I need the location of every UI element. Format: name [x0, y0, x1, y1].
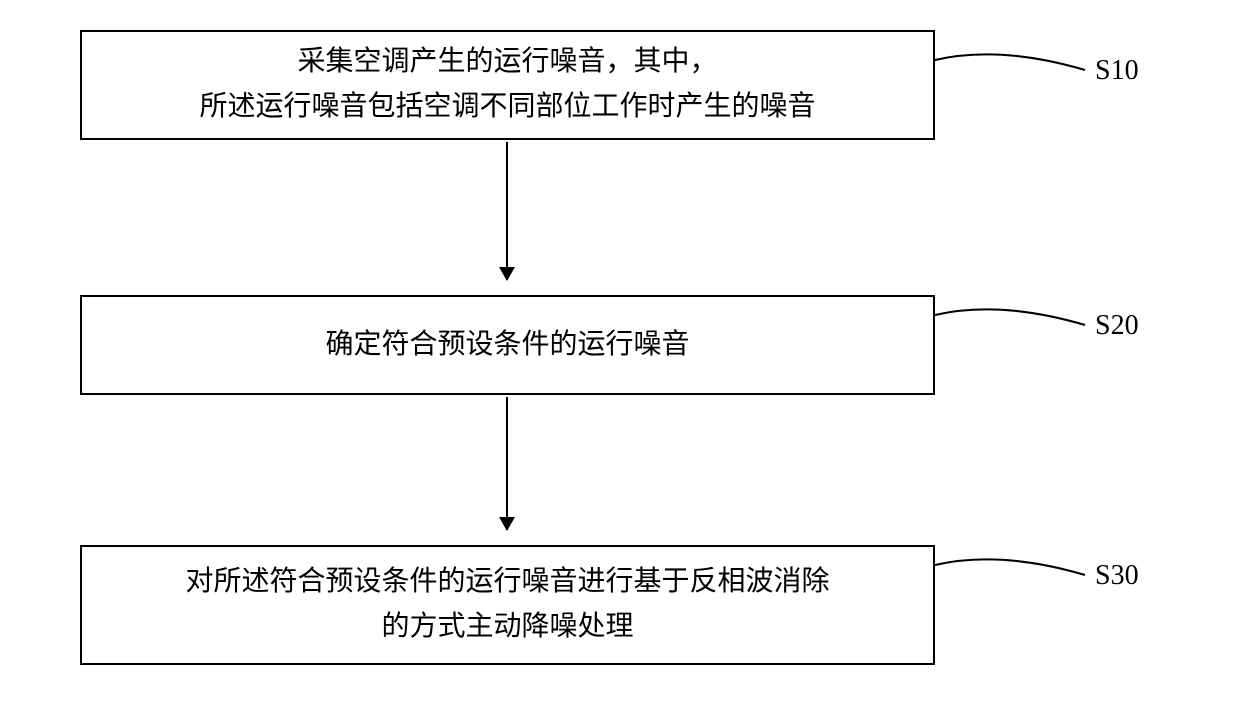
step-text-s30: 对所述符合预设条件的运行噪音进行基于反相波消除 的方式主动降噪处理	[185, 560, 829, 650]
step-text-s20: 确定符合预设条件的运行噪音	[325, 323, 689, 368]
arrow-s10-s20	[506, 142, 508, 280]
flowchart-container: 采集空调产生的运行噪音，其中， 所述运行噪音包括空调不同部位工作时产生的噪音 S…	[0, 0, 1240, 717]
step-box-s30: 对所述符合预设条件的运行噪音进行基于反相波消除 的方式主动降噪处理	[80, 545, 935, 665]
arrow-s20-s30	[506, 397, 508, 530]
step-text-s10: 采集空调产生的运行噪音，其中， 所述运行噪音包括空调不同部位工作时产生的噪音	[199, 40, 815, 130]
step-label-s20: S20	[1095, 310, 1139, 342]
step-box-s10: 采集空调产生的运行噪音，其中， 所述运行噪音包括空调不同部位工作时产生的噪音	[80, 30, 935, 140]
step-label-s10: S10	[1095, 55, 1139, 87]
step-box-s20: 确定符合预设条件的运行噪音	[80, 295, 935, 395]
step-label-s30: S30	[1095, 560, 1139, 592]
